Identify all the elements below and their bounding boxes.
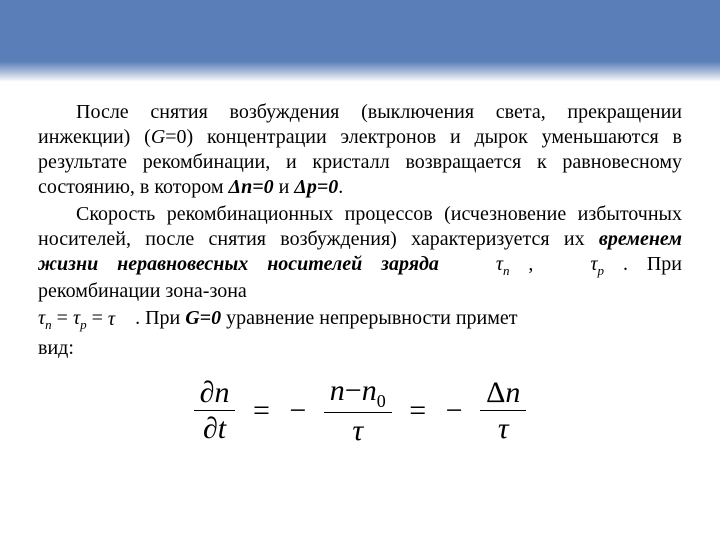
eq-n0-sub: 0 [377,391,386,411]
paragraph-3: τn = τp = τ . При G=0 уравнение непрерыв… [38,306,682,333]
p1-text3: и [274,176,295,198]
paragraph-1: После снятия возбуждения (выключения све… [38,100,682,200]
eq-tau-n: τn [38,306,52,333]
minus-3: − [440,392,469,430]
frac-dn-tau: Δn τ [480,377,526,445]
tau-p-symbol: τp [552,252,604,279]
eq-n1: n [214,376,229,409]
tau-n-char: τ [496,253,503,275]
p3-text1: . При [130,307,185,329]
minus-2: − [345,374,362,407]
tau-p-char: τ [590,253,597,275]
p1-dn: Δn=0 [229,176,274,198]
eq-tau-p: τp [73,306,87,333]
frac2-num: n−n0 [324,375,392,414]
eq-eq2: = [87,307,108,329]
frac-nn0-tau: n−n0 τ [324,375,392,447]
frac3-num: Δn [480,377,526,412]
tau-n-symbol: τn [458,252,510,279]
p1-text4: . [338,176,343,198]
p1-dp: Δp=0 [294,176,338,198]
frac3-den: τ [480,411,526,445]
p4-text1: вид: [38,337,74,359]
frac1-num: ∂n [194,377,236,412]
eq-n2: n [330,374,345,407]
p3-text2: уравнение непрерывности примет [221,307,517,329]
tau-p-sub: p [598,263,605,278]
p2-text1: Скорость рекомбинационных процессов (исч… [38,203,682,250]
frac-dn-dt: ∂n ∂t [194,377,236,445]
slide-content: После снятия возбуждения (выключения све… [0,82,720,447]
paragraph-2: Скорость рекомбинационных процессов (исч… [38,202,682,304]
eq-sign-1: = [247,392,276,430]
header-gradient-bar [0,0,720,82]
partial-1: ∂ [200,376,215,409]
paragraph-4: вид: [38,336,682,361]
eq-n3: n [362,374,377,407]
minus-1: − [283,392,312,430]
delta-sym: Δ [486,376,505,409]
eq-sign-2: = [403,392,432,430]
eq-n4: n [505,376,520,409]
eq-t: t [218,412,226,445]
p2-comma: , [510,253,553,275]
p3-G: G=0 [185,307,221,329]
partial-2: ∂ [203,412,218,445]
frac2-den: τ [324,413,392,447]
main-equation: ∂n ∂t = − n−n0 τ = − Δn τ [38,375,682,447]
p1-G: G [151,126,165,148]
eq-tau: τ [108,307,115,332]
eq-eq1: = [52,307,73,329]
frac1-den: ∂t [194,411,236,445]
